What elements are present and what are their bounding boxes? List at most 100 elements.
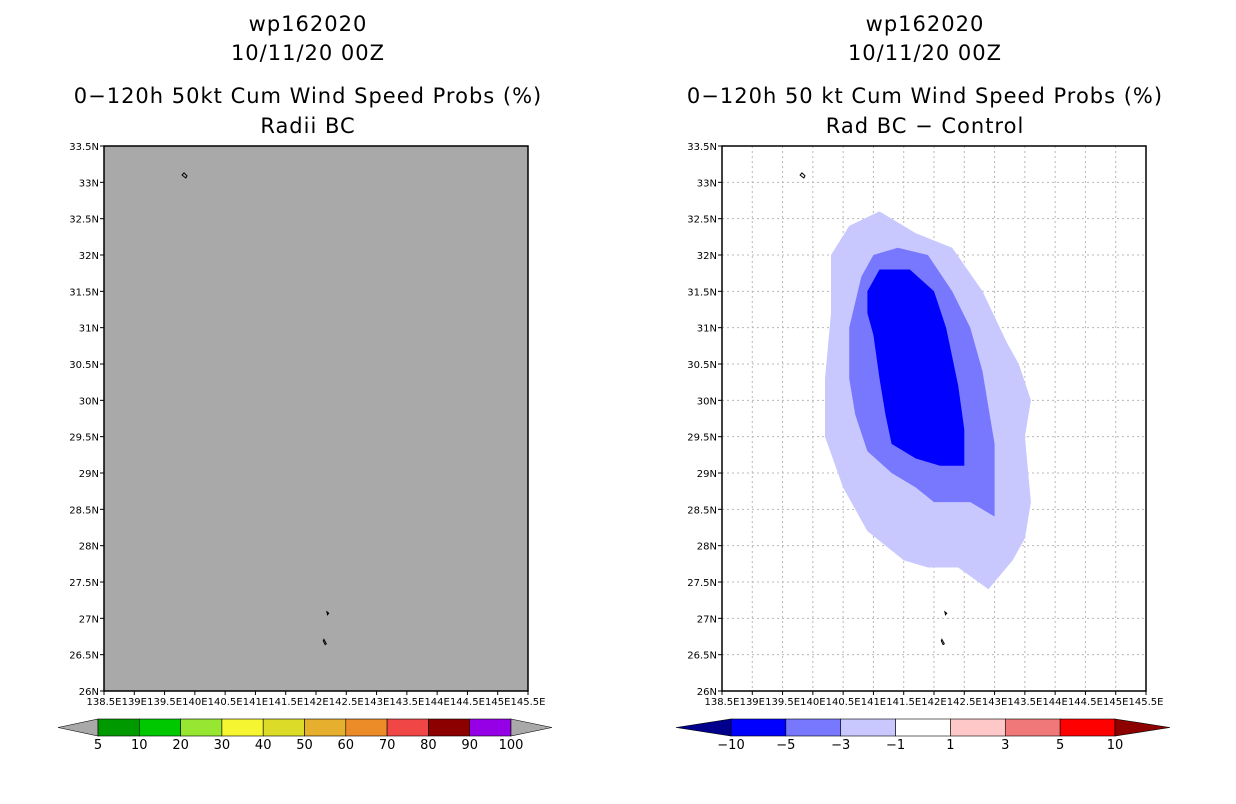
x-tick-label: 145E xyxy=(485,697,510,708)
chart-title-line-2: 10/11/20 00Z xyxy=(848,41,1002,65)
colorbar-label: 20 xyxy=(172,738,189,753)
colorbar-swatch xyxy=(785,718,842,737)
colorbar-swatch xyxy=(304,718,347,737)
y-tick-label: 30N xyxy=(697,396,717,407)
y-tick-label: 26N xyxy=(79,687,99,698)
x-tick-label: 144.5E xyxy=(450,697,485,708)
y-tick-label: 33.5N xyxy=(687,142,717,153)
chart-title-line-3: 0−120h 50kt Cum Wind Speed Probs (%) xyxy=(74,84,542,108)
colorbar-swatch xyxy=(262,718,305,737)
colorbar-over-arrow xyxy=(510,718,553,737)
x-tick-label: 139E xyxy=(740,697,765,708)
y-tick-label: 27N xyxy=(697,614,717,625)
chart-title-line-3: 0−120h 50 kt Cum Wind Speed Probs (%) xyxy=(687,84,1163,108)
colorbar-label: 60 xyxy=(338,738,355,753)
hachijojima-island xyxy=(799,172,806,179)
colorbar-label: 40 xyxy=(255,738,272,753)
colorbar-label: −10 xyxy=(717,738,744,753)
y-tick-label: 27N xyxy=(79,614,99,625)
colorbar-swatch xyxy=(386,718,429,737)
y-tick-label: 28.5N xyxy=(69,505,99,516)
y-tick-label: 32N xyxy=(79,251,99,262)
x-tick-label: 144.5E xyxy=(1068,697,1103,708)
colorbar-label: 3 xyxy=(1001,738,1009,753)
x-tick-label: 143E xyxy=(982,697,1007,708)
contour-fill-c3 xyxy=(867,269,965,466)
hahajima-island xyxy=(940,638,945,646)
y-tick-label: 31.5N xyxy=(687,287,717,298)
y-tick-label: 29N xyxy=(79,469,99,480)
colorbar-swatch xyxy=(139,718,181,737)
colorbar-swatch xyxy=(950,718,1006,737)
y-tick-label: 30.5N xyxy=(69,360,99,371)
y-tick-label: 30.5N xyxy=(687,360,717,371)
colorbar-label: −5 xyxy=(776,738,795,753)
right-chart-panel: wp162020 10/11/20 00Z 0−120h 50 kt Cum Win… xyxy=(675,12,1171,753)
x-tick-label: 143.5E xyxy=(389,697,424,708)
colorbar-label: 80 xyxy=(420,738,437,753)
colorbar-swatch xyxy=(1059,718,1116,737)
x-tick-label: 144E xyxy=(1042,697,1067,708)
y-tick-label: 28N xyxy=(697,542,717,553)
colorbar-label: 5 xyxy=(1056,738,1064,753)
y-tick-label: 27.5N xyxy=(687,578,717,589)
y-tick-label: 32.5N xyxy=(687,215,717,226)
colorbar-label: 30 xyxy=(214,738,231,753)
colorbar-under-arrow xyxy=(675,718,732,737)
colorbar-swatch xyxy=(345,718,388,737)
x-tick-label: 139.5E xyxy=(147,697,182,708)
y-tick-label: 33.5N xyxy=(69,142,99,153)
colorbar-swatch xyxy=(730,718,787,737)
chichijima-island xyxy=(944,610,948,616)
colorbar-label: 50 xyxy=(296,738,313,753)
colorbar-swatch xyxy=(840,718,896,737)
colorbar-under-arrow xyxy=(57,718,99,737)
chart-title-line-4: Radii BC xyxy=(260,114,355,138)
colorbar-label: 10 xyxy=(131,738,148,753)
y-tick-label: 31N xyxy=(79,324,99,335)
colorbar-label: 1 xyxy=(946,738,954,753)
y-tick-label: 28N xyxy=(79,542,99,553)
y-tick-label: 29.5N xyxy=(687,433,717,444)
colorbar-swatch xyxy=(895,718,951,737)
colorbar-label: 5 xyxy=(94,738,102,753)
x-tick-label: 143E xyxy=(364,697,389,708)
colorbar-label: 10 xyxy=(1107,738,1124,753)
x-tick-label: 138.5E xyxy=(87,697,122,708)
x-tick-label: 141E xyxy=(243,697,268,708)
x-tick-label: 145.5E xyxy=(511,697,546,708)
x-tick-label: 143.5E xyxy=(1007,697,1042,708)
x-tick-label: 145E xyxy=(1103,697,1128,708)
y-tick-label: 26.5N xyxy=(687,651,717,662)
x-tick-label: 142E xyxy=(921,697,946,708)
y-tick-label: 33N xyxy=(79,178,99,189)
colorbar-swatch xyxy=(1004,718,1061,737)
x-tick-label: 144E xyxy=(424,697,449,708)
hachijojima-island xyxy=(181,172,188,179)
colorbar-swatch xyxy=(221,718,264,737)
y-tick-label: 31N xyxy=(697,324,717,335)
x-tick-label: 139.5E xyxy=(765,697,800,708)
x-tick-label: 140E xyxy=(182,697,207,708)
chichijima-island xyxy=(326,610,330,616)
colorbar-over-arrow xyxy=(1114,718,1171,737)
colorbar-label: −3 xyxy=(831,738,850,753)
y-tick-label: 26N xyxy=(697,687,717,698)
y-tick-label: 29.5N xyxy=(69,433,99,444)
y-tick-label: 26.5N xyxy=(69,651,99,662)
x-tick-label: 141.5E xyxy=(886,697,921,708)
y-tick-label: 30N xyxy=(79,396,99,407)
y-tick-label: 32.5N xyxy=(69,215,99,226)
colorbar-swatch xyxy=(97,718,140,737)
x-tick-label: 141E xyxy=(861,697,886,708)
x-tick-label: 140.5E xyxy=(826,697,861,708)
x-tick-label: 138.5E xyxy=(705,697,740,708)
left-chart-panel: wp162020 10/11/20 00Z 0−120h 50kt Cum Wind… xyxy=(57,12,553,753)
x-tick-label: 140.5E xyxy=(208,697,243,708)
x-tick-label: 141.5E xyxy=(268,697,303,708)
x-tick-label: 142.5E xyxy=(329,697,364,708)
x-tick-label: 145.5E xyxy=(1129,697,1164,708)
y-tick-label: 27.5N xyxy=(69,578,99,589)
y-tick-label: 29N xyxy=(697,469,717,480)
colorbar-swatch xyxy=(428,718,470,737)
